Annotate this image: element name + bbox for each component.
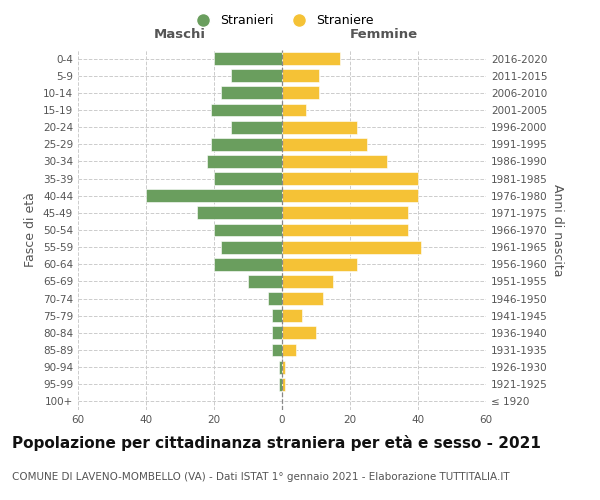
Text: Popolazione per cittadinanza straniera per età e sesso - 2021: Popolazione per cittadinanza straniera p… [12, 435, 541, 451]
Bar [272, 326, 282, 340]
Bar [282, 104, 306, 117]
Bar [282, 86, 319, 100]
Bar [211, 138, 282, 150]
Bar [282, 310, 302, 322]
Bar [211, 104, 282, 117]
Bar [214, 224, 282, 236]
Text: Femmine: Femmine [350, 28, 418, 42]
Bar [231, 120, 282, 134]
Bar [282, 326, 316, 340]
Y-axis label: Anni di nascita: Anni di nascita [551, 184, 564, 276]
Y-axis label: Fasce di età: Fasce di età [25, 192, 37, 268]
Bar [282, 292, 323, 305]
Bar [214, 52, 282, 65]
Bar [146, 190, 282, 202]
Bar [221, 86, 282, 100]
Bar [248, 275, 282, 288]
Bar [272, 310, 282, 322]
Bar [282, 240, 421, 254]
Bar [282, 120, 357, 134]
Bar [268, 292, 282, 305]
Bar [282, 155, 388, 168]
Bar [282, 190, 418, 202]
Bar [272, 344, 282, 356]
Bar [282, 224, 408, 236]
Bar [214, 172, 282, 185]
Bar [221, 240, 282, 254]
Bar [278, 360, 282, 374]
Bar [282, 172, 418, 185]
Bar [278, 378, 282, 390]
Bar [282, 206, 408, 220]
Bar [282, 344, 296, 356]
Bar [282, 138, 367, 150]
Text: Maschi: Maschi [154, 28, 206, 42]
Bar [282, 360, 286, 374]
Bar [197, 206, 282, 220]
Bar [282, 378, 286, 390]
Bar [282, 258, 357, 270]
Bar [282, 70, 319, 82]
Bar [207, 155, 282, 168]
Bar [231, 70, 282, 82]
Text: COMUNE DI LAVENO-MOMBELLO (VA) - Dati ISTAT 1° gennaio 2021 - Elaborazione TUTTI: COMUNE DI LAVENO-MOMBELLO (VA) - Dati IS… [12, 472, 509, 482]
Bar [214, 258, 282, 270]
Bar [282, 52, 340, 65]
Legend: Stranieri, Straniere: Stranieri, Straniere [185, 10, 379, 32]
Bar [282, 275, 333, 288]
